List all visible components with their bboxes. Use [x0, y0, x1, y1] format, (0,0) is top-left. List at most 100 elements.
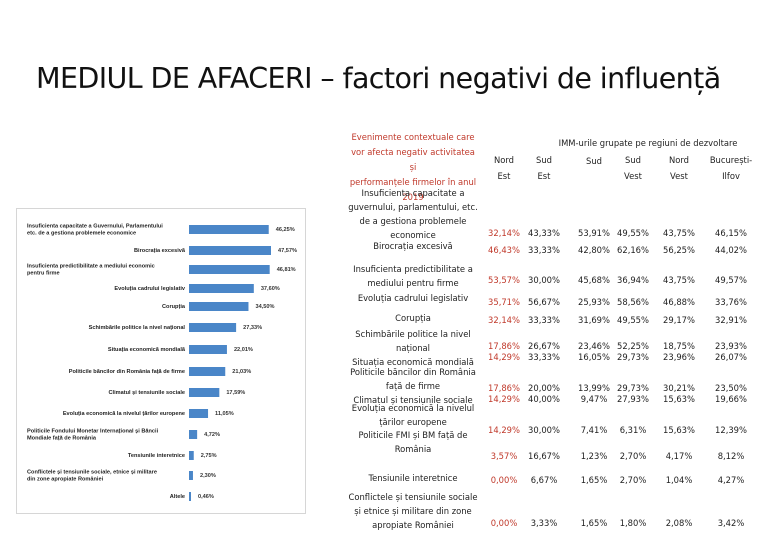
cell-r1-c6: 46,15% — [715, 228, 747, 238]
cell-r1-c1: 32,14% — [488, 228, 520, 238]
bar-label-1: Insuficienta capacitate a Guvernului, Pa… — [27, 223, 163, 236]
cell-r6-c4: 52,25% 29,73% — [617, 341, 649, 362]
cell-r7-c1: 17,86% 14,29% — [488, 383, 520, 404]
row-label-6: Schimbările politice la nivel național Sit… — [352, 329, 474, 367]
cell-r4-c3: 25,93% — [578, 297, 610, 307]
bar-6 — [189, 323, 237, 332]
bar-value-2: 47,57% — [278, 248, 297, 254]
cell-r11-c3: 1,65% — [580, 518, 608, 528]
cell-r5-c1: 32,14% — [488, 315, 520, 325]
row-label-4: Evoluția cadrului legislativ — [357, 293, 469, 303]
cell-r4-c4: 58,56% — [617, 297, 649, 307]
cell-r11-c1: 0,00% — [490, 518, 518, 528]
cell-r11-c2: 3,33% — [530, 518, 558, 528]
cell-r1-c2: 43,33% — [528, 228, 560, 238]
cell-r1-c5: 43,75% — [663, 228, 695, 238]
cell-r8-c1: 14,29% — [488, 425, 520, 435]
bar-8 — [189, 367, 226, 376]
bar-value-7: 22,01% — [234, 347, 253, 353]
bar-label-6: Schimbările politice la nivel național — [89, 325, 186, 331]
header-label: Evenimente contextuale care vor afecta ne… — [349, 132, 477, 202]
cell-r2-c5: 56,25% — [663, 245, 695, 255]
bar-value-4: 37,60% — [261, 286, 280, 292]
row-label-1: Insuficienta capacitate a guvernului, par… — [348, 188, 478, 240]
row-label-7: Politicile băncilor din România față de f… — [350, 367, 476, 405]
bar-label-13: Conflictele și tensiunile sociale, etnic… — [27, 469, 157, 482]
bar-label-12: Tensiunile interetnice — [128, 453, 185, 459]
bar-12 — [189, 451, 194, 460]
column-header-5: Nord Vest — [668, 155, 689, 181]
cell-r10-c3: 1,65% — [580, 475, 608, 485]
cell-r6-c1: 17,86% 14,29% — [488, 341, 520, 362]
bar-10 — [189, 409, 209, 418]
cell-r6-c5: 18,75% 23,96% — [663, 341, 695, 362]
bar-value-6: 27,33% — [243, 325, 262, 331]
cell-r9-c3: 1,23% — [580, 451, 608, 461]
bar-7 — [189, 345, 227, 354]
column-header-3: Sud — [586, 156, 602, 166]
cell-r10-c6: 4,27% — [717, 475, 745, 485]
cell-r5-c3: 31,69% — [578, 315, 610, 325]
bar-1 — [189, 225, 269, 234]
cell-r4-c5: 46,88% — [663, 297, 695, 307]
column-header-6: București- Ilfov — [709, 155, 753, 181]
cell-r7-c4: 29,73% 27,93% — [617, 383, 649, 404]
cell-r2-c6: 44,02% — [715, 245, 747, 255]
cell-r8-c4: 6,31% — [619, 425, 647, 435]
cell-r10-c1: 0,00% — [490, 475, 518, 485]
bar-3 — [189, 265, 270, 274]
cell-r10-c4: 2,70% — [619, 475, 647, 485]
bar-chart-panel: Insuficienta capacitate a Guvernului, Pa… — [16, 208, 306, 514]
bar-14 — [189, 492, 191, 501]
cell-r8-c3: 7,41% — [580, 425, 608, 435]
cell-r7-c3: 13,99% 9,47% — [578, 383, 610, 404]
bar-11 — [189, 430, 198, 439]
row-label-5: Corupția — [395, 313, 431, 323]
cell-r5-c6: 32,91% — [715, 315, 747, 325]
bar-label-2: Birocrația excesivă — [134, 248, 186, 254]
column-header-2: Sud Est — [536, 155, 552, 181]
cell-r4-c6: 33,76% — [715, 297, 747, 307]
cell-r10-c2: 6,67% — [530, 475, 558, 485]
cell-r3-c6: 49,57% — [715, 275, 747, 285]
bar-label-7: Situația economică mondială — [108, 347, 186, 353]
cell-r9-c5: 4,17% — [665, 451, 693, 461]
cell-r9-c2: 16,67% — [528, 451, 560, 461]
bar-value-1: 46,25% — [276, 227, 295, 233]
bar-value-12: 2,75% — [201, 453, 217, 459]
row-label-8: Evoluția economică la nivelul țărilor eur… — [351, 403, 475, 427]
cell-r4-c2: 56,67% — [528, 297, 560, 307]
cell-r3-c1: 53,57% — [488, 275, 520, 285]
cell-r7-c5: 30,21% 15,63% — [663, 383, 695, 404]
cell-r9-c6: 8,12% — [717, 451, 745, 461]
bar-9 — [189, 388, 220, 397]
cell-r3-c4: 36,94% — [617, 275, 649, 285]
bar-label-9: Climatul și tensiunile sociale — [109, 390, 185, 396]
bar-value-13: 2,30% — [200, 473, 216, 479]
row-label-10: Tensiunile interetnice — [368, 473, 458, 483]
cell-r8-c5: 15,63% — [663, 425, 695, 435]
cell-r7-c6: 23,50% 19,66% — [715, 383, 747, 404]
bar-13 — [189, 471, 193, 480]
cell-r2-c4: 62,16% — [617, 245, 649, 255]
bar-label-10: Evoluția economică la nivelul țărilor eu… — [63, 411, 185, 417]
bar-value-3: 46,81% — [277, 267, 296, 273]
cell-r4-c1: 35,71% — [488, 297, 520, 307]
cell-r9-c4: 2,70% — [619, 451, 647, 461]
cell-r10-c5: 1,04% — [665, 475, 693, 485]
cell-r5-c2: 33,33% — [528, 315, 560, 325]
column-header-1: Nord Est — [493, 155, 514, 181]
bar-label-11: Politicile Fondului Monetar Internaționa… — [27, 428, 159, 441]
cell-r2-c2: 33,33% — [528, 245, 560, 255]
bar-value-14: 0,46% — [198, 494, 214, 500]
bar-value-9: 17,59% — [226, 390, 245, 396]
bar-label-5: Corupția — [162, 304, 186, 310]
cell-r1-c3: 53,91% — [578, 228, 610, 238]
cell-r6-c6: 23,93% 26,07% — [715, 341, 747, 362]
cell-r11-c6: 3,42% — [717, 518, 745, 528]
bar-4 — [189, 284, 254, 293]
region-header: IMM-urile grupate pe regiuni de dezvolta… — [558, 138, 738, 148]
cell-r6-c3: 23,46% 16,05% — [578, 341, 610, 362]
cell-r2-c1: 46,43% — [488, 245, 520, 255]
row-label-11: Conflictele și tensiunile sociale și etni… — [348, 492, 478, 530]
